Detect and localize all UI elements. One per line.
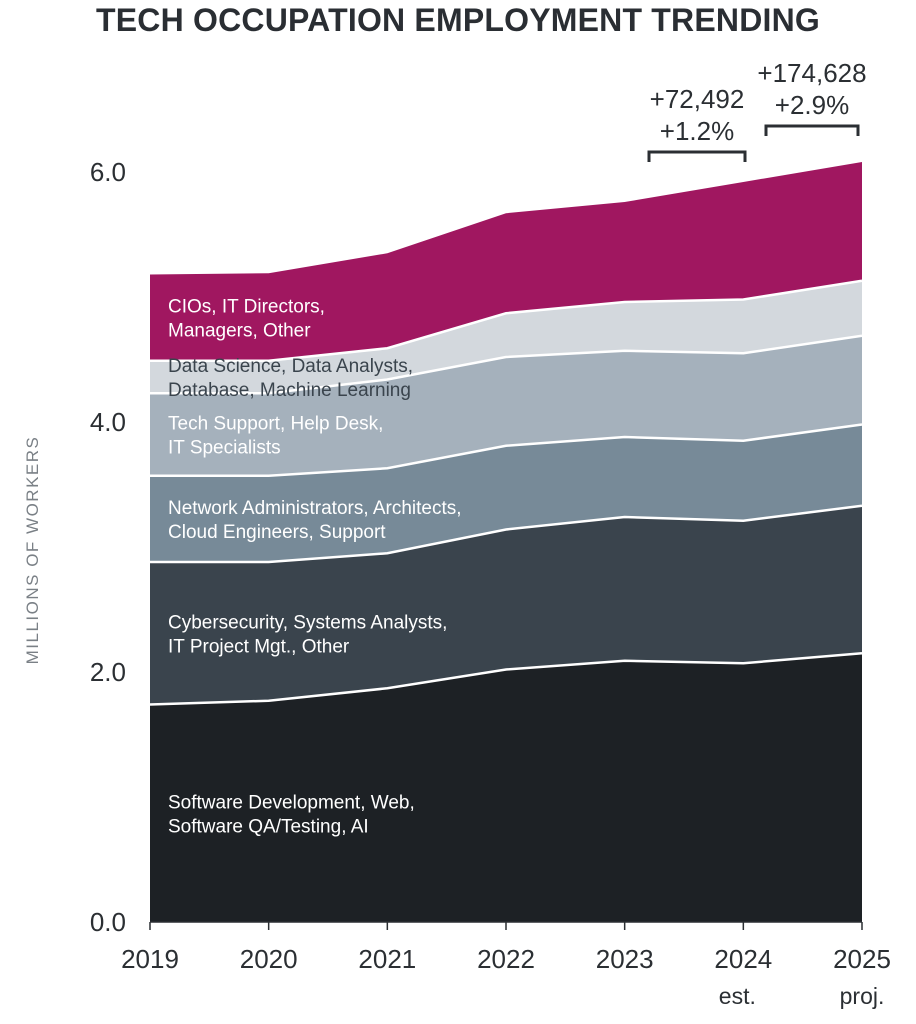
change-annotation-text: +1.2% <box>660 116 734 146</box>
series-label-2: Network Administrators, Architects, Cloud… <box>168 498 462 543</box>
series-label-0: Software Development, Web, Software QA/Te… <box>168 792 415 837</box>
series-label-line: CIOs, IT Directors, <box>168 297 325 318</box>
change-annotation-text: +2.9% <box>775 90 849 120</box>
y-tick-label-0.0: 0.0 <box>90 907 126 937</box>
change-bracket-0 <box>647 150 747 162</box>
x-tick-label-2019: 2019 <box>121 944 179 974</box>
x-tick-label-2021: 2021 <box>358 944 416 974</box>
x-tick-label-2020: 2020 <box>240 944 298 974</box>
change-bracket-1 <box>764 124 860 136</box>
area-layers <box>149 162 863 922</box>
change-annotation-text: +174,628 <box>757 58 866 88</box>
area-series-4 <box>150 280 862 394</box>
chart-title: TECH OCCUPATION EMPLOYMENT TRENDING <box>95 2 821 38</box>
series-divider-3 <box>150 334 863 395</box>
series-label-line: Cloud Engineers, Support <box>168 522 386 543</box>
area-series-5 <box>150 162 862 361</box>
series-divider-4 <box>150 279 863 362</box>
series-label-line: Network Administrators, Architects, <box>168 498 462 519</box>
series-label-line: Managers, Other <box>168 321 311 342</box>
x-tick-label-2023: 2023 <box>596 944 654 974</box>
x-tick-sublabel: proj. <box>840 983 885 1009</box>
series-label-line: Data Science, Data Analysts, <box>168 356 413 377</box>
series-label-4: Data Science, Data Analysts, Database, Ma… <box>168 356 413 401</box>
area-series-1 <box>150 505 862 705</box>
series-label-line: IT Project Mgt., Other <box>168 636 350 657</box>
series-label-5: CIOs, IT Directors, Managers, Other <box>168 297 325 342</box>
y-axis-title: MILLIONS OF WORKERS <box>23 436 42 665</box>
x-tick-label-2022: 2022 <box>477 944 535 974</box>
x-tick-label-2024: 2024 <box>714 944 772 974</box>
series-label-line: Tech Support, Help Desk, <box>168 414 383 435</box>
x-tick-sublabel: est. <box>719 983 756 1009</box>
series-label-line: IT Specialists <box>168 438 281 459</box>
area-series-2 <box>150 424 862 562</box>
x-tick-label-2025: 2025 <box>833 944 891 974</box>
series-divider-2 <box>150 423 863 477</box>
series-label-3: Tech Support, Help Desk, IT Specialists <box>168 414 383 459</box>
area-series-3 <box>150 335 862 476</box>
area-series-0 <box>150 653 862 922</box>
series-label-line: Cybersecurity, Systems Analysts, <box>168 612 447 633</box>
series-labels: Software Development, Web, Software QA/Te… <box>168 297 462 838</box>
y-tick-label-6.0: 6.0 <box>90 157 126 187</box>
series-divider-1 <box>150 504 863 564</box>
change-annotations: +72,492+1.2% +174,628+2.9% <box>647 58 867 162</box>
axes: 2019 2020 2021 2022 2023 2024 est. 2025 proj. 0.0… <box>23 157 891 1009</box>
series-divider-0 <box>149 652 863 706</box>
y-tick-label-2.0: 2.0 <box>90 657 126 687</box>
series-label-line: Software Development, Web, <box>168 792 415 813</box>
series-label-1: Cybersecurity, Systems Analysts, IT Proje… <box>168 612 447 657</box>
series-label-line: Software QA/Testing, AI <box>168 816 369 837</box>
series-label-line: Database, Machine Learning <box>168 380 411 401</box>
y-tick-label-4.0: 4.0 <box>90 407 126 437</box>
change-annotation-text: +72,492 <box>650 84 745 114</box>
